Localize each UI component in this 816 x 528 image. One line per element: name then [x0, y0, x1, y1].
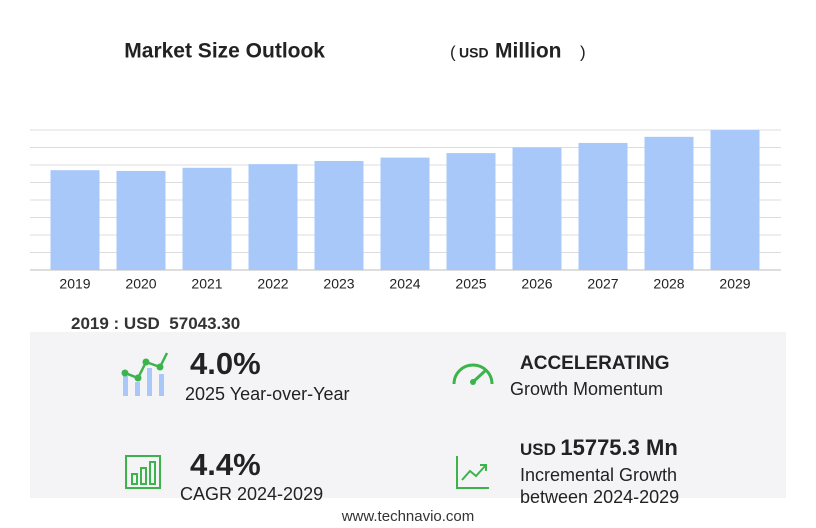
x-tick-label: 2029	[719, 276, 750, 292]
bar	[512, 147, 562, 270]
bar	[710, 129, 760, 270]
incremental-label: Incremental Growth	[520, 465, 678, 485]
footer: www.technavio.com	[341, 508, 475, 525]
bar	[644, 136, 694, 270]
bar	[182, 167, 232, 270]
momentum-label: Growth Momentum	[510, 379, 664, 399]
momentum-icon	[452, 363, 494, 385]
title-unit: Million	[495, 40, 562, 63]
bar	[380, 157, 430, 270]
cagr-value: 4.4%	[190, 447, 261, 482]
x-tick-label: 2020	[125, 276, 156, 292]
title-paren: )	[580, 42, 586, 61]
momentum-value: ACCELERATING	[520, 353, 670, 374]
summary: 2019 : USD 57043.30	[71, 314, 240, 334]
incremental-value: 15775.3 Mn	[560, 435, 678, 460]
title-unit: USD	[459, 45, 489, 61]
yoy-value: 4.0%	[190, 346, 261, 381]
x-tick-label: 2028	[653, 276, 684, 292]
chart-title: Market Size Outlook	[124, 40, 325, 63]
yoy-icon	[121, 352, 169, 396]
bar	[50, 170, 100, 270]
summary-value: 57043.30	[169, 314, 241, 333]
title-paren: (	[450, 42, 456, 61]
bar	[314, 160, 364, 270]
chart: Market Size Outlook ( USD Million ) 2019…	[30, 40, 781, 292]
bar	[116, 170, 166, 270]
x-tick-label: 2019	[59, 276, 90, 292]
x-tick-label: 2026	[521, 276, 552, 292]
yoy-label: 2025 Year-over-Year	[185, 384, 350, 404]
cagr-icon	[125, 455, 161, 489]
incremental-label: between 2024-2029	[520, 487, 680, 507]
bar	[248, 164, 298, 270]
x-tick-label: 2027	[587, 276, 618, 292]
x-tick-label: 2022	[257, 276, 288, 292]
x-tick-label: 2024	[389, 276, 420, 292]
bar	[446, 153, 496, 270]
x-tick-label: 2023	[323, 276, 354, 292]
incremental-icon	[456, 456, 489, 489]
bar	[578, 142, 628, 270]
incremental-unit: USD	[520, 440, 556, 459]
x-tick-label: 2021	[191, 276, 222, 292]
x-tick-label: 2025	[455, 276, 486, 292]
incremental-heading: USD 15775.3 Mn	[520, 435, 678, 461]
summary-label: 2019 : USD	[71, 314, 160, 333]
cagr-label: CAGR 2024-2029	[180, 484, 324, 504]
